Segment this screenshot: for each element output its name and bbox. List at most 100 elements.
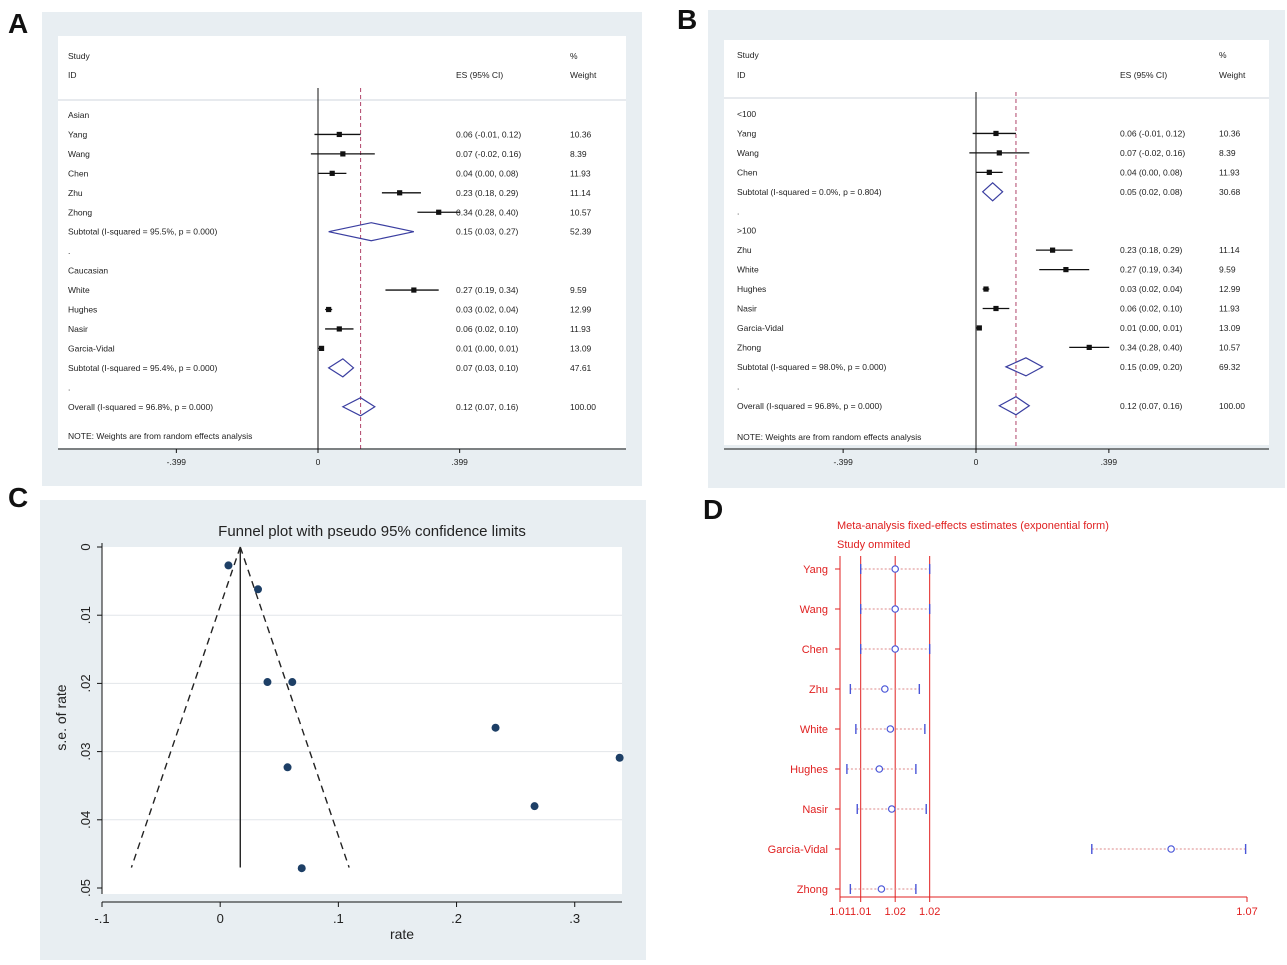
- header-id: ID: [68, 70, 77, 80]
- row-label: Subtotal (I-squared = 95.5%, p = 0.000): [68, 227, 217, 237]
- x-tick-label: .399: [451, 457, 468, 467]
- row-label: Zhu: [68, 188, 83, 198]
- plot-inner-background: [58, 36, 626, 448]
- row-weight: 12.99: [1219, 284, 1241, 294]
- funnel-right-limit: [239, 546, 350, 868]
- point-estimate: [891, 565, 899, 573]
- forest-plot-b: Study ID ES (95% CI)% Weight <100 Yang 0.06 (-…: [708, 10, 1285, 493]
- x-tick-label: .2: [451, 911, 462, 926]
- row-label: Subtotal (I-squared = 0.0%, p = 0.804): [737, 187, 882, 197]
- chart-subtitle: Study ommited: [837, 539, 910, 551]
- chart-title: Funnel plot with pseudo 95% confidence l…: [218, 523, 526, 540]
- study-point: [288, 678, 297, 687]
- y-tick-label: .01: [78, 606, 93, 624]
- header-weight: Weight: [570, 70, 597, 80]
- point-estimate: [436, 209, 442, 215]
- footnote: NOTE: Weights are from random effects an…: [68, 431, 252, 441]
- pooled-diamond: [328, 222, 414, 242]
- x-tick-label: -.399: [833, 457, 853, 467]
- point-estimate: [329, 170, 335, 176]
- funnel-plot-c-svg: Funnel plot with pseudo 95% confidence l…: [40, 500, 646, 960]
- study-point: [283, 763, 292, 772]
- study-omitted-label: Wang: [800, 604, 828, 616]
- row-es-ci: 0.12 (0.07, 0.16): [1120, 401, 1183, 411]
- row-weight: 11.93: [570, 324, 591, 334]
- row-weight: 11.14: [1219, 245, 1240, 255]
- row-label: White: [68, 285, 90, 295]
- row-es-ci: 0.06 (-0.01, 0.12): [456, 129, 521, 139]
- row-label: Subtotal (I-squared = 95.4%, p = 0.000): [68, 363, 217, 373]
- pooled-diamond: [981, 181, 1004, 202]
- x-tick-label: 1.02: [919, 906, 940, 918]
- row-label: Asian: [68, 110, 90, 120]
- pooled-diamond: [341, 397, 376, 417]
- row-label: Overall (I-squared = 96.8%, p = 0.000): [68, 402, 213, 412]
- row-weight: 13.09: [1219, 323, 1241, 333]
- y-tick-label: 0: [78, 543, 93, 550]
- row-es-ci: 0.03 (0.02, 0.04): [456, 305, 519, 315]
- row-weight: 9.59: [570, 285, 587, 295]
- row-label: Wang: [737, 148, 759, 158]
- row-label: White: [737, 265, 759, 275]
- point-estimate: [875, 765, 884, 773]
- header-study: Study: [68, 51, 90, 61]
- sensitivity-plot-d-svg: Meta-analysis fixed-effects estimates (e…: [768, 520, 1258, 918]
- study-omitted-label: Chen: [802, 644, 828, 656]
- row-es-ci: 0.07 (0.03, 0.10): [456, 363, 519, 373]
- header-weight-pct: %: [1219, 50, 1227, 60]
- plot-inner-background: [724, 40, 1269, 445]
- chart-title: Meta-analysis fixed-effects estimates (e…: [837, 520, 1109, 532]
- row-label: Overall (I-squared = 96.8%, p = 0.000): [737, 401, 882, 411]
- row-es-ci: 0.06 (0.02, 0.10): [1120, 304, 1183, 314]
- study-omitted-label: White: [800, 724, 828, 736]
- row-label: Hughes: [737, 284, 766, 294]
- row-es-ci: 0.04 (0.00, 0.08): [1120, 167, 1183, 177]
- row-es-ci: 0.34 (0.28, 0.40): [456, 207, 519, 217]
- point-estimate: [887, 805, 896, 813]
- row-weight: 100.00: [1219, 401, 1245, 411]
- row-weight: 8.39: [570, 149, 587, 159]
- header-es: ES (95% CI): [456, 70, 503, 80]
- point-estimate: [993, 305, 999, 312]
- y-tick-label: .05: [78, 879, 93, 897]
- point-estimate: [886, 725, 895, 733]
- row-weight: 13.09: [570, 343, 592, 353]
- row-es-ci: 0.01 (0.00, 0.01): [1120, 323, 1183, 333]
- y-tick-label: .02: [78, 674, 93, 692]
- row-weight: 11.93: [1219, 304, 1240, 314]
- row-label: Nasir: [68, 324, 88, 334]
- row-weight: 69.32: [1219, 362, 1241, 372]
- header-weight: Weight: [1219, 70, 1246, 80]
- row-es-ci: 0.15 (0.09, 0.20): [1120, 362, 1183, 372]
- row-es-ci: 0.04 (0.00, 0.08): [456, 168, 519, 178]
- point-estimate: [1167, 845, 1175, 853]
- point-estimate: [318, 345, 325, 351]
- point-estimate: [877, 885, 886, 893]
- x-tick-label: 1.01: [829, 906, 850, 918]
- plot-area: [102, 547, 622, 894]
- row-weight: 52.39: [570, 227, 592, 237]
- forest-plot-b-svg: Study ID ES (95% CI)% Weight <100 Yang 0.06 (-…: [708, 10, 1285, 488]
- row-es-ci: 0.15 (0.03, 0.27): [456, 227, 519, 237]
- x-tick-label: 0: [974, 457, 979, 467]
- x-axis-label: rate: [390, 926, 414, 942]
- study-omitted-label: Yang: [803, 564, 828, 576]
- row-es-ci: 0.05 (0.02, 0.08): [1120, 187, 1183, 197]
- row-label: Zhong: [68, 207, 92, 217]
- pooled-diamond: [998, 396, 1031, 416]
- row-es-ci: 0.23 (0.18, 0.29): [1120, 245, 1183, 255]
- row-weight: 9.59: [1219, 265, 1236, 275]
- row-es-ci: 0.12 (0.07, 0.16): [456, 402, 519, 412]
- row-label: Garcia-Vidal: [737, 323, 784, 333]
- footnote: NOTE: Weights are from random effects an…: [737, 432, 921, 442]
- y-tick-label: .04: [78, 811, 93, 829]
- row-label: >100: [737, 226, 756, 236]
- sensitivity-plot-d: Meta-analysis fixed-effects estimates (e…: [700, 500, 1285, 965]
- row-es-ci: 0.07 (-0.02, 0.16): [456, 149, 521, 159]
- row-es-ci: 0.27 (0.19, 0.34): [456, 285, 519, 295]
- x-tick-label: .1: [333, 911, 344, 926]
- row-weight: 30.68: [1219, 187, 1241, 197]
- x-tick-label: .399: [1101, 457, 1118, 467]
- forest-plot-a: Study ID ES (95% CI)% Weight Asian Yang 0.06 (…: [42, 12, 642, 491]
- x-tick-label: 0: [316, 457, 321, 467]
